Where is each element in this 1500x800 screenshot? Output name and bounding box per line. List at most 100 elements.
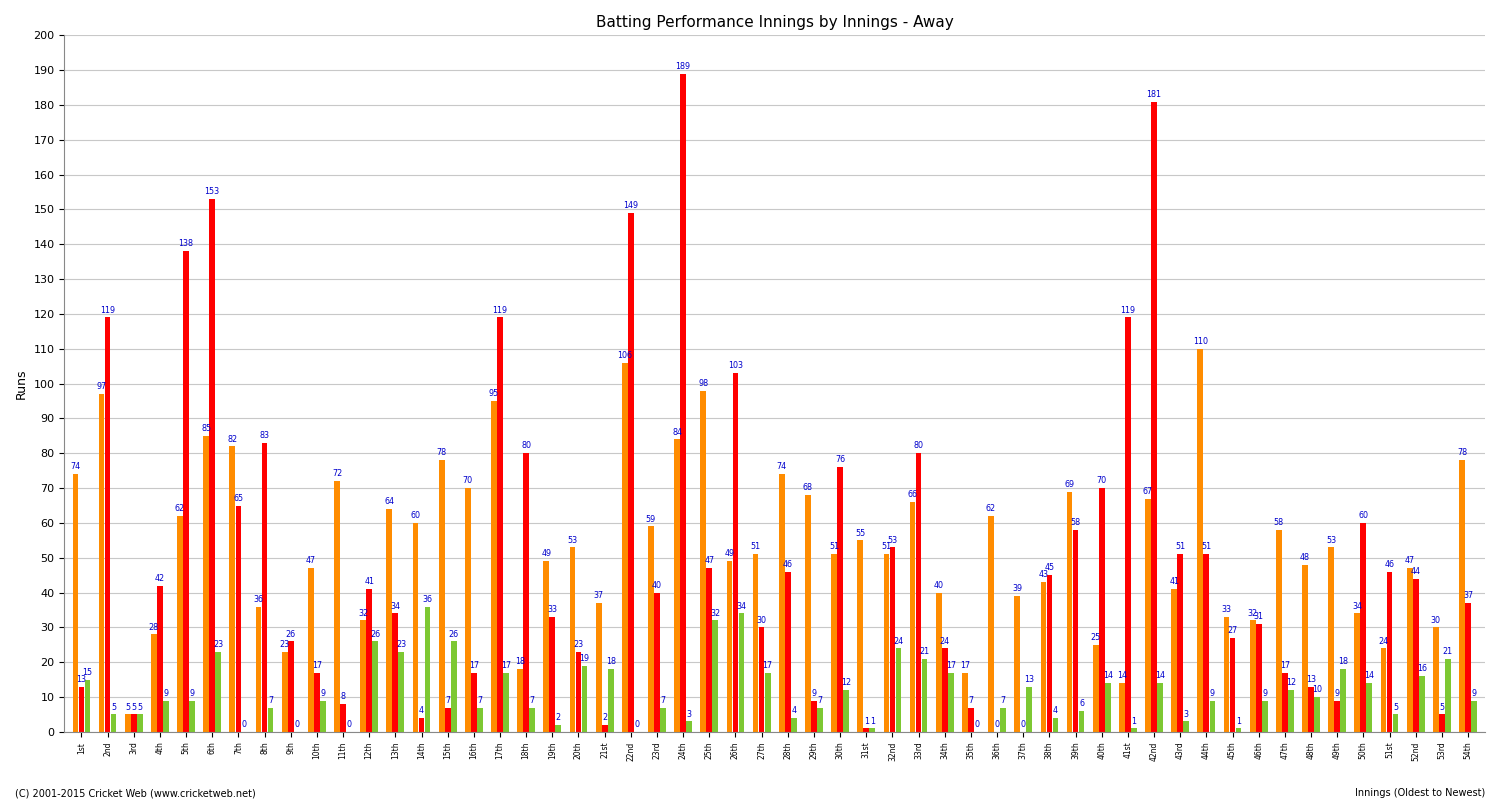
Text: 51: 51	[1202, 542, 1212, 551]
Bar	[936, 593, 942, 732]
Text: 9: 9	[1262, 689, 1268, 698]
Bar	[413, 523, 419, 732]
Bar	[399, 652, 404, 732]
Bar	[660, 707, 666, 732]
Text: 25: 25	[1090, 633, 1101, 642]
Text: 9: 9	[164, 689, 168, 698]
Title: Batting Performance Innings by Innings - Away: Batting Performance Innings by Innings -…	[596, 15, 954, 30]
Bar	[628, 213, 633, 732]
Bar	[870, 729, 874, 732]
Bar	[1354, 614, 1360, 732]
Text: 7: 7	[1000, 696, 1005, 705]
Bar	[177, 516, 183, 732]
Bar	[1131, 729, 1137, 732]
Text: 2: 2	[602, 713, 608, 722]
Bar	[490, 401, 496, 732]
Text: (C) 2001-2015 Cricket Web (www.cricketweb.net): (C) 2001-2015 Cricket Web (www.cricketwe…	[15, 788, 255, 798]
Text: 51: 51	[830, 542, 839, 551]
Bar	[732, 373, 738, 732]
Text: 0: 0	[634, 720, 639, 729]
Text: 59: 59	[646, 514, 656, 524]
Text: 53: 53	[1326, 535, 1336, 545]
Text: 18: 18	[1338, 658, 1348, 666]
Bar	[465, 488, 471, 732]
Text: 7: 7	[660, 696, 666, 705]
Bar	[831, 554, 837, 732]
Bar	[1366, 683, 1372, 732]
Text: 32: 32	[358, 609, 368, 618]
Text: 49: 49	[542, 550, 552, 558]
Text: 189: 189	[675, 62, 690, 71]
Bar	[890, 547, 896, 732]
Text: 74: 74	[777, 462, 788, 471]
Text: 24: 24	[1378, 637, 1389, 646]
Text: 14: 14	[1102, 671, 1113, 680]
Bar	[687, 722, 692, 732]
Text: 62: 62	[986, 504, 996, 513]
Text: 82: 82	[228, 434, 237, 443]
Text: 3: 3	[687, 710, 692, 718]
Bar	[1250, 621, 1256, 732]
Bar	[124, 714, 130, 732]
Bar	[1472, 701, 1478, 732]
Bar	[530, 707, 536, 732]
Bar	[1314, 697, 1320, 732]
Bar	[340, 704, 346, 732]
Bar	[360, 621, 366, 732]
Bar	[784, 572, 790, 732]
Text: 45: 45	[1044, 563, 1054, 572]
Bar	[189, 701, 195, 732]
Bar	[424, 606, 430, 732]
Text: 23: 23	[213, 640, 223, 649]
Bar	[1156, 683, 1162, 732]
Text: 58: 58	[1274, 518, 1284, 527]
Bar	[654, 593, 660, 732]
Bar	[503, 673, 509, 732]
Text: 98: 98	[698, 378, 708, 388]
Text: 7: 7	[969, 696, 974, 705]
Bar	[440, 460, 444, 732]
Bar	[648, 526, 654, 732]
Text: 7: 7	[818, 696, 822, 705]
Text: 36: 36	[254, 594, 264, 604]
Text: 68: 68	[802, 483, 813, 492]
Text: 70: 70	[464, 476, 472, 486]
Text: 9: 9	[1472, 689, 1476, 698]
Text: 8: 8	[340, 692, 345, 702]
Text: 53: 53	[567, 535, 578, 545]
Text: 53: 53	[888, 535, 897, 545]
Bar	[452, 642, 456, 732]
Text: 78: 78	[436, 449, 447, 458]
Text: 27: 27	[1227, 626, 1238, 635]
Text: 24: 24	[894, 637, 903, 646]
Text: 153: 153	[204, 187, 220, 196]
Bar	[216, 652, 220, 732]
Bar	[806, 495, 812, 732]
Text: 97: 97	[96, 382, 106, 391]
Bar	[1119, 683, 1125, 732]
Text: 23: 23	[279, 640, 290, 649]
Bar	[549, 617, 555, 732]
Text: 64: 64	[384, 498, 394, 506]
Bar	[753, 554, 759, 732]
Text: 119: 119	[1120, 306, 1136, 314]
Text: 70: 70	[1096, 476, 1107, 486]
Text: 17: 17	[501, 661, 512, 670]
Text: 47: 47	[704, 557, 714, 566]
Bar	[1419, 676, 1425, 732]
Text: 24: 24	[939, 637, 950, 646]
Text: 4: 4	[419, 706, 424, 715]
Bar	[1288, 690, 1294, 732]
Bar	[183, 251, 189, 732]
Text: 58: 58	[1071, 518, 1080, 527]
Bar	[1203, 554, 1209, 732]
Bar	[524, 454, 530, 732]
Text: 85: 85	[201, 424, 211, 433]
Text: 10: 10	[1312, 686, 1322, 694]
Bar	[988, 516, 994, 732]
Bar	[1438, 714, 1444, 732]
Text: 37: 37	[594, 591, 603, 600]
Text: 34: 34	[390, 602, 400, 610]
Text: 2: 2	[556, 713, 561, 722]
Text: 66: 66	[908, 490, 918, 499]
